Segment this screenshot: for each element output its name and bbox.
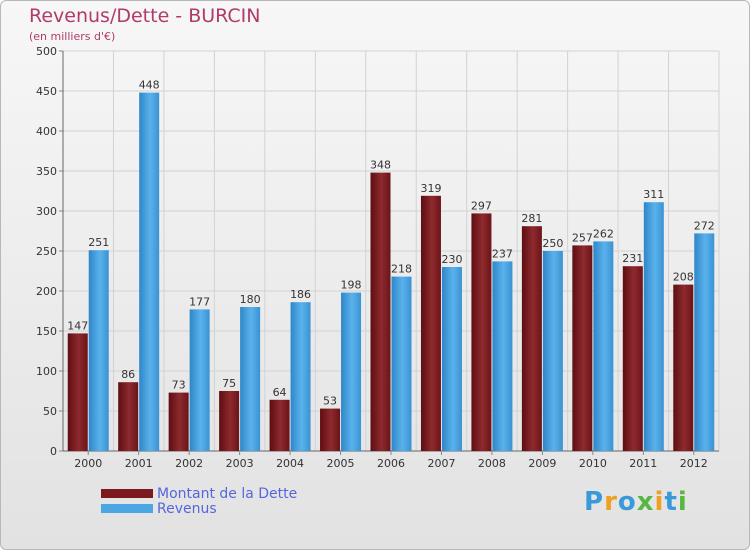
chart-subtitle: (en milliers d'€) <box>29 30 116 43</box>
bar-revenus <box>139 92 160 451</box>
data-label: 208 <box>673 271 694 284</box>
bar-dette <box>471 213 492 451</box>
x-tick-label: 2011 <box>629 457 657 470</box>
x-tick-label: 2002 <box>175 457 203 470</box>
y-tick-label: 500 <box>36 45 57 58</box>
bar-revenus <box>441 267 462 451</box>
data-label: 311 <box>643 188 664 201</box>
chart-title: Revenus/Dette - BURCIN <box>29 5 261 27</box>
x-tick-label: 2003 <box>226 457 254 470</box>
legend-label-debt: Montant de la Dette <box>157 485 298 502</box>
data-label: 262 <box>593 227 614 240</box>
x-tick-label: 2004 <box>276 457 304 470</box>
y-tick-label: 250 <box>36 245 57 258</box>
y-tick-label: 200 <box>36 285 57 298</box>
data-label: 177 <box>189 295 210 308</box>
bar-revenus <box>542 251 563 451</box>
y-tick-label: 0 <box>50 445 57 458</box>
data-label: 237 <box>492 247 513 260</box>
data-label: 319 <box>420 182 441 195</box>
bar-revenus <box>240 307 261 451</box>
bar-revenus <box>492 261 513 451</box>
y-tick-label: 450 <box>36 85 57 98</box>
y-tick-label: 400 <box>36 125 57 138</box>
bar-dette <box>219 391 240 451</box>
data-label: 297 <box>471 199 492 212</box>
y-tick-label: 350 <box>36 165 57 178</box>
bar-revenus <box>88 250 109 451</box>
data-label: 251 <box>88 236 109 249</box>
bar-revenus <box>391 276 412 451</box>
data-label: 180 <box>240 293 261 306</box>
bar-revenus <box>694 233 715 451</box>
bar-revenus <box>290 302 311 451</box>
data-label: 73 <box>172 379 186 392</box>
bar-dette <box>269 399 290 451</box>
bar-dette <box>67 333 88 451</box>
bar-dette <box>521 226 542 451</box>
x-tick-label: 2006 <box>377 457 405 470</box>
data-label: 147 <box>67 319 88 332</box>
y-tick-label: 150 <box>36 325 57 338</box>
legend-swatch-debt <box>101 489 153 498</box>
legend-item-debt: Montant de la Dette <box>101 485 298 502</box>
bar-dette <box>118 382 139 451</box>
y-tick-label: 50 <box>43 405 57 418</box>
bar-dette <box>420 195 441 451</box>
data-label: 272 <box>694 219 715 232</box>
data-label: 257 <box>572 231 593 244</box>
data-label: 64 <box>273 386 287 399</box>
legend-label-revenus: Revenus <box>157 500 217 517</box>
y-tick-label: 100 <box>36 365 57 378</box>
bar-revenus <box>593 241 614 451</box>
y-tick-label: 300 <box>36 205 57 218</box>
legend-swatch-revenus <box>101 504 153 513</box>
data-label: 86 <box>121 368 135 381</box>
x-tick-label: 2001 <box>125 457 153 470</box>
x-tick-label: 2009 <box>528 457 556 470</box>
data-label: 53 <box>323 395 337 408</box>
data-label: 348 <box>370 159 391 172</box>
bar-revenus <box>189 309 210 451</box>
x-tick-label: 2012 <box>680 457 708 470</box>
bar-revenus <box>643 202 664 451</box>
bar-dette <box>673 284 694 451</box>
bar-dette <box>572 245 593 451</box>
x-tick-label: 2000 <box>74 457 102 470</box>
bar-dette <box>168 392 189 451</box>
data-label: 198 <box>341 279 362 292</box>
data-label: 448 <box>139 79 160 92</box>
bar-dette <box>370 172 391 451</box>
data-label: 231 <box>622 252 643 265</box>
x-tick-label: 2008 <box>478 457 506 470</box>
data-label: 250 <box>542 237 563 250</box>
x-tick-label: 2005 <box>327 457 355 470</box>
x-tick-label: 2010 <box>579 457 607 470</box>
data-label: 75 <box>222 377 236 390</box>
bar-dette <box>622 266 643 451</box>
data-label: 218 <box>391 263 412 276</box>
legend-item-revenus: Revenus <box>101 500 297 517</box>
bar-revenus <box>341 292 362 451</box>
legend: Montant de la Dette Revenus <box>101 485 298 517</box>
proxiti-logo: Proxiti <box>584 487 688 517</box>
x-tick-label: 2007 <box>427 457 455 470</box>
data-label: 230 <box>441 253 462 266</box>
bar-dette <box>320 408 341 451</box>
data-label: 186 <box>290 288 311 301</box>
data-label: 281 <box>521 212 542 225</box>
